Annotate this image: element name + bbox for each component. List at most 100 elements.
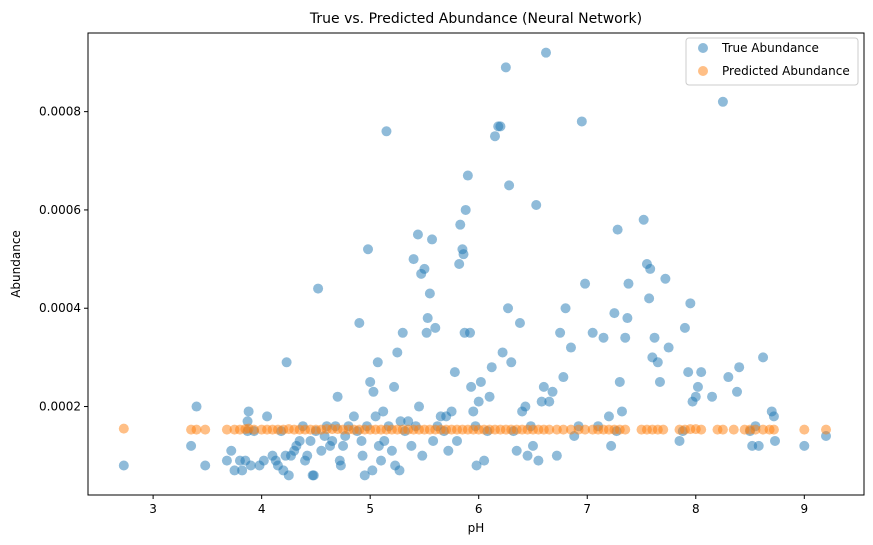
true-abundance-point-38 — [316, 445, 327, 456]
true-abundance-point-60 — [368, 386, 379, 397]
true-abundance-point-163 — [638, 214, 649, 225]
true-abundance-point-185 — [732, 386, 743, 397]
true-abundance-point-79 — [408, 254, 419, 265]
true-abundance-point-131 — [522, 450, 533, 461]
x-tick-label-4: 7 — [583, 502, 591, 516]
true-abundance-point-148 — [576, 116, 587, 127]
predicted-abundance-point-95 — [799, 424, 810, 435]
legend-box — [685, 37, 859, 86]
true-abundance-point-179 — [690, 391, 701, 402]
true-abundance-point-134 — [531, 200, 542, 211]
predicted-abundance-point-4 — [221, 424, 232, 435]
true-abundance-point-136 — [536, 396, 547, 407]
true-abundance-point-67 — [381, 126, 392, 137]
true-abundance-point-162 — [623, 278, 634, 289]
true-abundance-point-86 — [421, 327, 432, 338]
true-abundance-point-66 — [379, 435, 390, 446]
y-axis-label: Abundance — [9, 230, 23, 298]
true-abundance-point-142 — [555, 327, 566, 338]
true-abundance-point-143 — [558, 372, 569, 383]
x-tick-label-5: 8 — [692, 502, 700, 516]
true-abundance-point-57 — [363, 244, 374, 255]
x-tick-label-0: 3 — [149, 502, 157, 516]
true-abundance-point-100 — [454, 259, 465, 269]
true-abundance-point-108 — [466, 381, 477, 392]
true-abundance-point-81 — [412, 229, 423, 240]
true-abundance-point-87 — [422, 313, 433, 324]
true-abundance-point-65 — [378, 406, 389, 417]
true-abundance-point-193 — [768, 411, 779, 422]
true-abundance-point-182 — [707, 391, 718, 402]
true-abundance-point-140 — [547, 386, 558, 397]
true-abundance-point-158 — [614, 376, 625, 387]
true-abundance-point-123 — [503, 303, 514, 314]
true-abundance-point-184 — [723, 372, 734, 383]
true-abundance-point-96 — [443, 445, 454, 456]
true-abundance-point-118 — [489, 131, 500, 142]
true-abundance-point-73 — [394, 465, 405, 476]
true-abundance-point-106 — [462, 170, 473, 181]
true-abundance-point-46 — [335, 460, 346, 471]
true-abundance-point-33 — [305, 435, 316, 446]
x-axis: 3 4 5 6 7 8 9 — [149, 495, 808, 516]
true-abundance-point-98 — [449, 367, 460, 378]
true-abundance-point-85 — [419, 263, 430, 274]
predicted-abundance-point-9 — [249, 424, 260, 435]
true-abundance-point-154 — [606, 440, 617, 451]
true-abundance-point-152 — [598, 332, 609, 343]
true-abundance-point-35 — [308, 470, 319, 481]
true-abundance-point-145 — [565, 342, 576, 353]
true-abundance-point-139 — [544, 396, 555, 407]
true-abundance-point-54 — [357, 450, 368, 461]
predicted-abundance-point-75 — [620, 424, 631, 435]
plot-marks — [118, 47, 832, 481]
true-abundance-point-137 — [538, 381, 549, 392]
x-axis-label: pH — [468, 521, 485, 535]
predicted-abundance-point-88 — [728, 424, 739, 435]
true-abundance-point-11 — [242, 416, 253, 427]
legend-label-true: True Abundance — [721, 41, 819, 55]
true-abundance-point-150 — [587, 327, 598, 338]
true-abundance-point-153 — [603, 411, 614, 422]
predicted-abundance-point-0 — [118, 423, 129, 434]
true-abundance-point-120 — [495, 121, 506, 132]
x-tick-label-3: 6 — [475, 502, 483, 516]
true-abundance-point-70 — [389, 381, 400, 392]
true-abundance-point-157 — [612, 224, 623, 235]
legend-marker-predicted — [698, 66, 708, 76]
true-abundance-point-77 — [403, 416, 414, 427]
true-abundance-point-24 — [281, 357, 292, 368]
true-abundance-point-3 — [200, 460, 211, 471]
true-abundance-point-90 — [428, 435, 439, 446]
true-abundance-point-173 — [674, 435, 685, 446]
true-abundance-point-59 — [367, 465, 378, 476]
true-abundance-point-144 — [560, 303, 571, 314]
true-abundance-point-37 — [313, 283, 324, 294]
true-abundance-point-117 — [486, 362, 497, 373]
true-abundance-point-122 — [500, 62, 511, 73]
true-abundance-point-101 — [455, 219, 466, 230]
true-abundance-point-13 — [245, 460, 256, 471]
y-tick-label-2: 0.0006 — [39, 203, 81, 217]
predicted-abundance-point-96 — [821, 424, 832, 435]
true-abundance-point-113 — [475, 376, 486, 387]
true-abundance-point-170 — [654, 376, 665, 387]
true-abundance-point-121 — [497, 347, 508, 358]
predicted-abundance-point-66 — [565, 424, 576, 435]
true-abundance-point-161 — [622, 313, 633, 324]
true-abundance-point-114 — [479, 455, 490, 466]
true-abundance-point-171 — [660, 273, 671, 284]
true-abundance-point-44 — [332, 391, 343, 402]
true-abundance-point-82 — [414, 401, 425, 412]
true-abundance-point-64 — [376, 455, 387, 466]
true-abundance-point-177 — [685, 298, 696, 309]
predicted-abundance-point-85 — [696, 424, 707, 435]
true-abundance-point-138 — [541, 47, 551, 58]
true-abundance-point-88 — [424, 288, 435, 299]
true-abundance-point-130 — [520, 401, 531, 412]
true-abundance-point-183 — [717, 96, 728, 107]
true-abundance-point-180 — [692, 381, 703, 392]
true-abundance-point-97 — [446, 406, 457, 417]
